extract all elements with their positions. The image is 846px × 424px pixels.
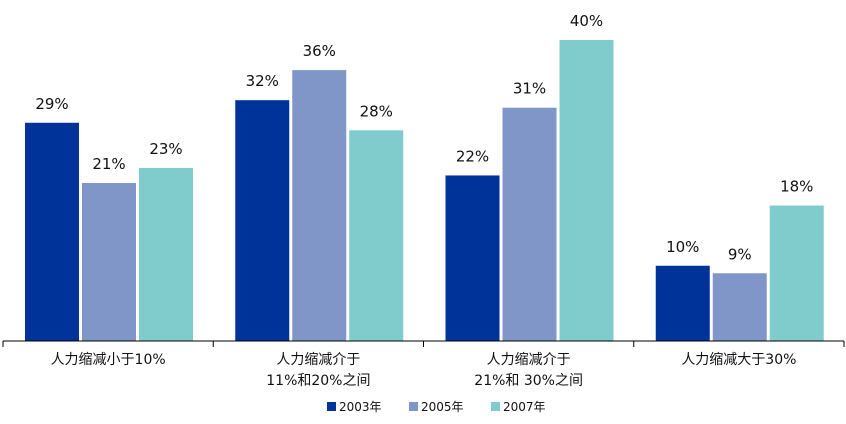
value-label-1-1: 29%: [35, 95, 68, 113]
value-label-4-2: 9%: [728, 245, 752, 263]
bar-1-3: [139, 167, 193, 341]
bar-3-3: [559, 40, 614, 341]
legend-label-1: 2003年: [339, 400, 382, 414]
category-label-4-line-1: 人力缩减大于30%: [681, 352, 796, 368]
bar-4-3: [769, 205, 824, 341]
value-label-2-1: 32%: [246, 72, 279, 90]
bar-4-1: [655, 265, 710, 341]
value-label-1-2: 21%: [92, 155, 125, 173]
legend-swatch-2: [409, 402, 418, 411]
x-axis-ticks: [2, 341, 845, 347]
value-label-1-3: 23%: [149, 140, 182, 158]
bar-2-1: [235, 100, 290, 341]
value-label-2-2: 36%: [303, 42, 336, 60]
value-label-2-3: 28%: [360, 102, 393, 120]
bar-3-2: [502, 107, 557, 341]
category-label-3-line-2: 21%和 30%之间: [474, 373, 583, 389]
bar-1-2: [82, 182, 136, 341]
bar-2-3: [349, 130, 404, 341]
value-label-3-1: 22%: [456, 147, 489, 165]
category-label-2-line-2: 11%和20%之间: [266, 373, 370, 389]
bars-group: [25, 40, 824, 342]
category-label-2-line-1: 人力缩减介于: [276, 352, 360, 368]
legend-swatch-3: [491, 402, 500, 411]
legend-label-3: 2007年: [503, 400, 546, 414]
value-labels-group: 29% 21% 23% 32% 36% 28% 22% 31% 40% 10% 9% 18%: [35, 12, 813, 263]
legend-label-2: 2005年: [421, 400, 464, 414]
bar-3-1: [445, 175, 500, 341]
category-label-3-line-1: 人力缩减介于: [487, 352, 571, 368]
value-label-4-1: 10%: [666, 238, 699, 256]
bar-4-2: [712, 273, 767, 341]
value-label-3-3: 40%: [570, 12, 603, 30]
bar-2-2: [292, 70, 347, 341]
category-label-1-line-1: 人力缩减小于10%: [51, 352, 166, 368]
value-label-4-3: 18%: [780, 178, 813, 196]
legend: 2003年 2005年 2007年: [327, 400, 546, 414]
value-label-3-2: 31%: [513, 80, 546, 98]
bar-1-1: [25, 122, 79, 342]
legend-swatch-1: [327, 402, 336, 411]
